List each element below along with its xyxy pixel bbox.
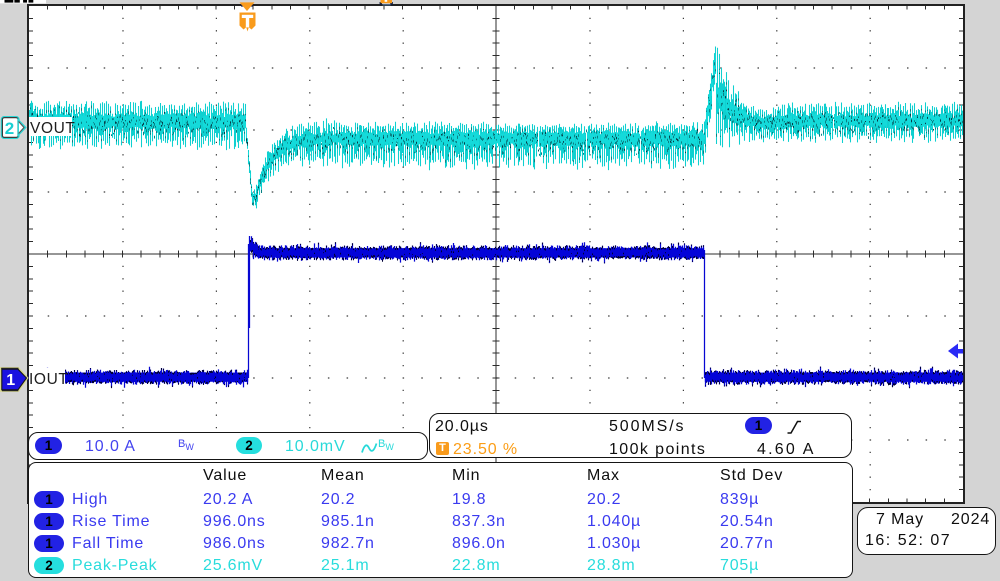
svg-text:2: 2: [5, 119, 14, 138]
svg-text:1: 1: [6, 372, 15, 389]
svg-text:VOUT: VOUT: [30, 120, 75, 137]
svg-text:IOUT: IOUT: [29, 371, 68, 388]
